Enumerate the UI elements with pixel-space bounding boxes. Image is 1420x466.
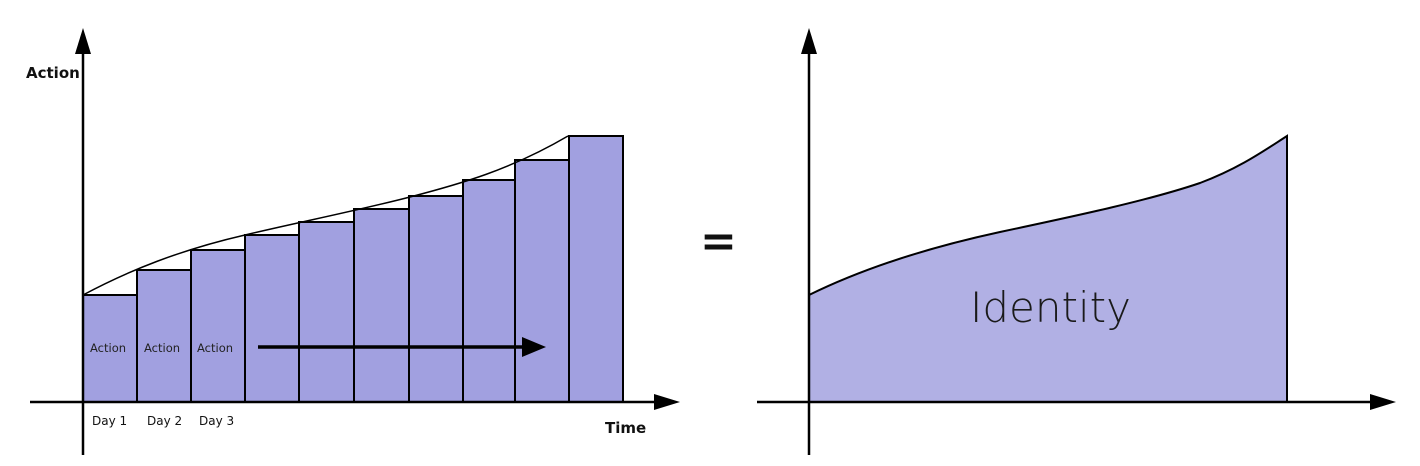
action-bar-5: [298, 221, 355, 403]
action-bar-2: [136, 269, 192, 403]
bar-label-1: Action: [90, 341, 126, 355]
action-bar-10: [568, 135, 624, 403]
action-bars: [82, 135, 624, 403]
action-bar-3: [190, 249, 246, 403]
y-axis-arrowhead: [75, 28, 91, 54]
action-bar-7: [408, 195, 464, 403]
growth-curve: [82, 135, 569, 296]
action-bar-6: [353, 208, 410, 403]
action-bar-4: [244, 234, 300, 403]
equals-sign: =: [700, 216, 737, 267]
bar-label-2: Action: [144, 341, 180, 355]
x-axis-arrowhead: [654, 394, 680, 410]
left-diagram: Action Time Action Action Action Day 1 D…: [26, 28, 680, 455]
y-axis-arrowhead: [801, 28, 817, 54]
y-axis-label: Action: [26, 64, 80, 82]
progression-arrow: [258, 337, 546, 357]
action-bar-9: [514, 159, 570, 403]
bar-label-3: Action: [197, 341, 233, 355]
right-diagram: Identity: [757, 28, 1396, 455]
x-axis-arrowhead: [1370, 394, 1396, 410]
day-label-2: Day 2: [147, 414, 182, 428]
action-bar-8: [462, 179, 516, 403]
day-label-3: Day 3: [199, 414, 234, 428]
x-axis-label: Time: [605, 419, 646, 437]
identity-label: Identity: [970, 283, 1131, 332]
day-label-1: Day 1: [92, 414, 127, 428]
identity-area: [808, 134, 1288, 403]
